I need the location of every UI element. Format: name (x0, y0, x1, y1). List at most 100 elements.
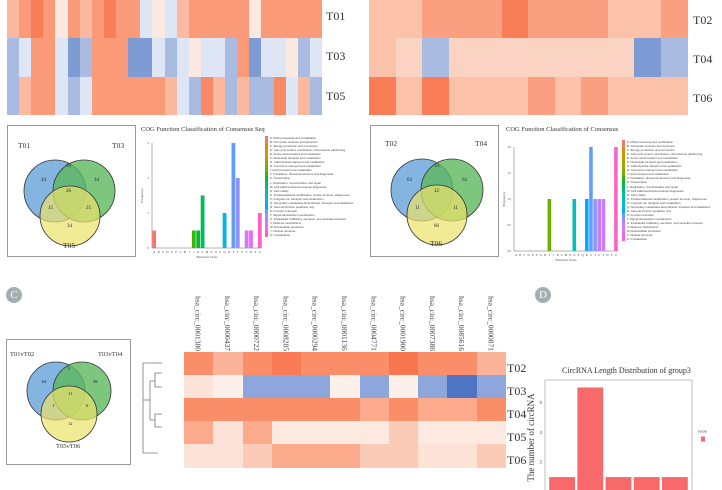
bar (191, 230, 196, 248)
chart-title: CircRNA Length Distribution of group3 (562, 366, 691, 375)
legend-label: L: Replication, recombination and repair (270, 180, 322, 185)
legend-item: V: Defense mechanisms (622, 224, 710, 230)
panel-d-badge: D (535, 287, 551, 303)
x-tick-label: H (544, 253, 547, 257)
legend-label: R: General function prediction only (627, 208, 672, 213)
legend-swatch (622, 176, 625, 181)
heatmap-cell (476, 398, 507, 422)
legend-item: Q: Secondary metabolites biosynthesis, t… (622, 204, 710, 209)
legend-label: R: General function prediction only (270, 204, 315, 209)
bar (200, 195, 205, 248)
legend-swatch (265, 196, 268, 201)
legend-label: O: Posttranslational modification, prote… (270, 192, 350, 197)
venn-set-c (40, 385, 98, 443)
legend-swatch (265, 212, 268, 217)
heatmap-cell (67, 38, 81, 78)
heatmap-cell (418, 352, 448, 376)
heatmap-cell (128, 38, 141, 78)
legend-swatch (265, 172, 268, 177)
heatmap-cell (359, 352, 390, 376)
heatmap-a-row-label: T05 (326, 89, 346, 103)
venn-count: 63 (407, 178, 413, 183)
legend-item: W: Extracellular structures (265, 225, 353, 230)
heatmap-cell (388, 352, 419, 376)
legend-label: J: Translation, ribosomal structure and … (270, 172, 334, 177)
venn-set-label: T05vT06 (56, 443, 81, 450)
cog-legend-a: A: RNA processing and modification B: Chr… (265, 136, 353, 238)
heatmap-cell (212, 0, 226, 39)
legend-label: B: Chromatin structure and dynamics (627, 144, 675, 149)
heatmap-cell (476, 444, 507, 468)
legend-swatch (622, 237, 625, 242)
heatmap-cell (225, 38, 238, 78)
heatmap-cell (285, 0, 299, 39)
x-tick-label: T (594, 253, 596, 257)
legend-swatch (622, 233, 625, 238)
heatmap-c-row-label: T04 (507, 407, 527, 421)
heatmap-cell (297, 38, 311, 78)
heatmap-cell (607, 38, 635, 78)
legend-item: E: Amino acid transport and metabolism (265, 152, 353, 157)
heatmap-cell (31, 76, 44, 116)
heatmap-cell (273, 0, 287, 39)
heatmap-cell (91, 38, 105, 78)
legend-item: T: Signal transduction mechanisms (265, 212, 353, 217)
x-tick-label: W (250, 250, 253, 254)
legend-item: S: Function unknown (265, 208, 353, 213)
x-tick-label: U (598, 253, 601, 257)
bar (572, 199, 577, 251)
x-tick-label: K (557, 253, 560, 257)
legend-label: exon (698, 429, 707, 434)
legend-item: O: Posttranslational modification, prote… (265, 192, 353, 197)
legend-item: G: Carbohydrate transport and metabolism (622, 164, 710, 169)
legend-swatch (622, 220, 625, 225)
heatmap-cell (249, 38, 262, 78)
heatmap-cell (213, 421, 244, 445)
legend-swatch (265, 192, 268, 197)
y-tick-label: 4 (148, 177, 150, 180)
legend-item: C: Energy production and conversion (265, 144, 353, 149)
x-tick-label: Z (259, 250, 261, 254)
heatmap-cell (309, 76, 323, 116)
heatmap-cell (116, 76, 129, 116)
heatmap-cell (116, 0, 129, 39)
legend-item: K: Transcription (622, 180, 710, 185)
heatmap-cell (660, 76, 688, 116)
x-tick-label: G (540, 253, 543, 257)
x-tick-label: L (202, 250, 204, 254)
legend-label: T: Signal transduction mechanisms (627, 216, 672, 221)
heatmap-cell (271, 352, 302, 376)
bar (589, 147, 593, 251)
heatmap-cell (103, 76, 117, 116)
heatmap-cell (164, 0, 178, 39)
heatmap-cell (200, 76, 214, 116)
legend-swatch (622, 216, 625, 221)
heatmap-cell (184, 398, 214, 422)
bar (633, 477, 660, 490)
x-tick-label: C (162, 250, 164, 254)
heatmap-cell (43, 0, 56, 39)
heatmap-cell (184, 421, 214, 445)
heatmap-cell (359, 398, 390, 422)
cog-chart-b-svg: COG Function Classification of Consensus… (502, 126, 645, 262)
heatmap-cell (285, 76, 299, 116)
y-axis-label: The number of circRNA (526, 393, 536, 482)
legend-swatch (265, 164, 268, 169)
y-axis-label: Frequency (502, 191, 506, 206)
legend-item: W: Extracellular structures (622, 229, 710, 234)
heatmap-cell (31, 38, 44, 78)
venn-count: 19 (66, 164, 72, 169)
venn-set-label: T02 (385, 139, 397, 148)
heatmap-cell (249, 76, 262, 116)
legend-label: V: Defense mechanisms (270, 220, 302, 225)
legend-item: I: Lipid transport and metabolism (622, 172, 710, 177)
heatmap-cell (418, 421, 448, 445)
heatmap-cell (79, 76, 93, 116)
legend-item: L: Replication, recombination and repair (265, 180, 353, 185)
x-tick-label: V (246, 250, 249, 254)
legend-label: Z: Cytoskeleton (270, 233, 291, 238)
bar (597, 199, 602, 251)
heatmap-cell (271, 421, 302, 445)
heatmap-cell (634, 38, 661, 78)
x-tick-label: Y (611, 253, 614, 257)
